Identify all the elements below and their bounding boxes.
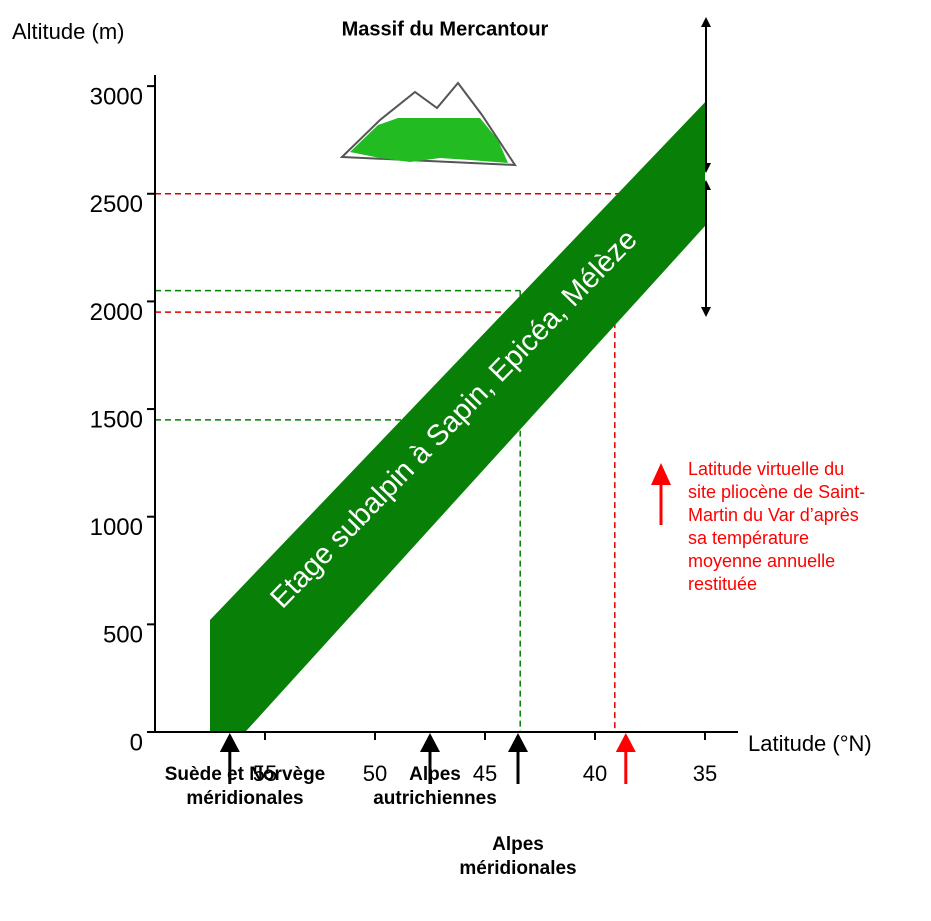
band — [210, 102, 705, 732]
y-tick-label: 1000 — [90, 514, 143, 541]
annotation: Latitude virtuelle du — [688, 459, 844, 479]
arrow-label: Suède et Norvège — [165, 764, 326, 785]
arrow-label: autrichiennes — [373, 788, 497, 809]
arrow-head — [219, 733, 240, 752]
band-label: Etage subalpin à Sapin, Epicéa, Mélèze — [264, 224, 643, 615]
latitude-arrow: Suède et Norvège méridionales — [165, 733, 326, 809]
plot: Etage subalpin à Sapin, Epicéa, Mélèze 0 5… — [90, 75, 865, 879]
arrow-label: méridionales — [459, 858, 576, 879]
annotation: restituée — [688, 574, 757, 594]
x-tick-label: 55 — [253, 761, 277, 786]
x-axis-label: Latitude (°N) — [748, 731, 872, 756]
x-tick-label: 50 — [363, 761, 387, 786]
y-axis-label: Altitude (m) — [12, 19, 124, 44]
x-tick-label: 40 — [583, 761, 607, 786]
chart-title: Massif du Mercantour — [342, 18, 549, 40]
annotation-arrow-head — [651, 463, 671, 485]
y-tick-label: 1500 — [90, 406, 143, 433]
y-tick-label: 2000 — [90, 299, 143, 326]
annotation: Martin du Var d’après — [688, 505, 859, 525]
annotation: site pliocène de Saint- — [688, 482, 865, 502]
arrow-head — [508, 733, 528, 752]
annotation: sa température — [688, 528, 809, 548]
y-tick-label: 3000 — [90, 83, 143, 110]
y-tick-label: 500 — [103, 622, 143, 649]
x-tick-label: 35 — [693, 761, 717, 786]
annotation: moyenne annuelle — [688, 551, 835, 571]
y-tick-label: 0 — [130, 729, 143, 756]
mountain-icon — [339, 81, 517, 167]
latitude-arrow: Alpes autrichiennes — [373, 733, 497, 809]
arrow-head — [615, 733, 636, 752]
arrow-head — [420, 733, 440, 752]
y-tick-label: 2500 — [90, 191, 143, 218]
arrow-label: méridionales — [186, 788, 303, 809]
x-tick-label: 45 — [473, 761, 497, 786]
arrow-label: Alpes — [492, 834, 544, 855]
latitude-arrow — [615, 733, 636, 784]
arrow-label: Alpes — [409, 764, 461, 785]
latitude-arrow: Alpes méridionales — [459, 733, 577, 879]
